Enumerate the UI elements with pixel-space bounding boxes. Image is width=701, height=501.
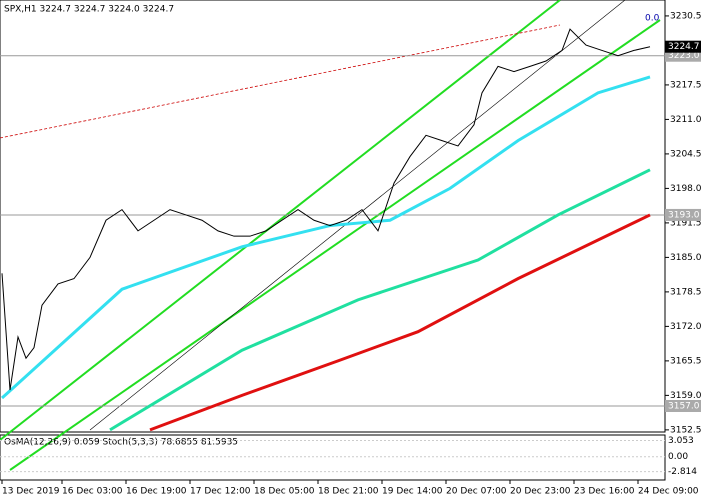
corner-label: 0.0 [645,14,660,24]
x-tick-label: 13 Dec 2019 [2,487,60,497]
last-price-box [665,40,701,53]
x-tick-label: 20 Dec 23:00 [510,487,571,497]
indicator-title: OsMA(12,26,9) 0.059 Stoch(5,3,3) 78.6855… [4,438,238,448]
x-tick-label: 20 Dec 07:00 [446,487,507,497]
moving-average [0,75,651,400]
y-tick-label: 3178.5 [670,287,701,297]
level-box [665,399,701,412]
x-tick-label: 16 Dec 03:00 [62,487,123,497]
level-label: 3157.0 [668,401,700,411]
indicator-tick-label: 3.053 [668,436,694,446]
x-tick-label: 18 Dec 05:00 [254,487,315,497]
x-tick-label: 17 Dec 12:00 [190,487,251,497]
price-line [1,28,651,391]
x-tick-label: 24 Dec 09:00 [638,487,699,497]
chart-title: SPX,H1 3224.7 3224.7 3224.0 3224.7 [4,5,174,15]
y-tick-label: 3217.5 [670,80,701,90]
moving-average [109,168,651,432]
indicator-tick-label: 0.00 [668,452,688,462]
y-tick-label: 3211.0 [670,115,701,125]
y-tick-label: 3152.5 [670,425,701,435]
x-tick-label: 16 Dec 19:00 [126,487,187,497]
x-tick-label: 19 Dec 14:00 [382,487,443,497]
indicator-panel [0,434,666,481]
y-tick-label: 3185.0 [670,253,701,263]
y-tick-label: 3159.0 [670,391,701,401]
level-box [665,208,701,221]
x-tick-label: 18 Dec 21:00 [318,487,379,497]
level-label: 3223.0 [668,51,700,61]
indicator-tick-label: -2.814 [668,467,697,477]
y-tick-label: 3172.0 [670,322,701,332]
y-tick-label: 3198.0 [670,184,701,194]
level-box [665,49,701,62]
main-panel [0,0,666,433]
y-tick-label: 3165.5 [670,356,701,366]
last-price-label: 3224.7 [668,42,700,52]
level-label: 3193.0 [668,210,700,220]
y-tick-label: 3204.5 [670,149,701,159]
moving-average [149,213,651,432]
x-tick-label: 23 Dec 16:00 [574,487,635,497]
y-tick-label: 3230.5 [670,11,701,21]
y-tick-label: 3191.5 [670,218,701,228]
